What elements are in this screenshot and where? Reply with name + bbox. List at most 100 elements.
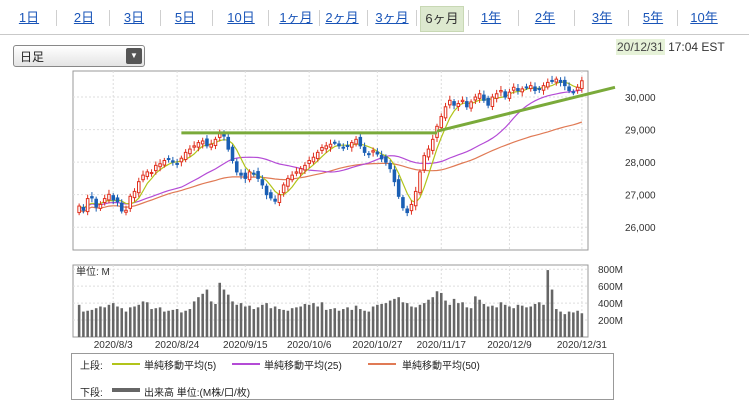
candle-body (465, 101, 469, 108)
candle-body (205, 138, 209, 147)
tab-8[interactable]: 3ヶ月 (375, 10, 409, 25)
tab-4[interactable]: 5日 (174, 10, 196, 25)
volume-bar (239, 303, 243, 337)
tab-5[interactable]: 10日 (227, 10, 255, 25)
volume-bar (452, 298, 456, 337)
legend-label-volume: 出来高 単位:(M株/口/枚) (144, 388, 251, 399)
volume-bar (175, 309, 179, 337)
legend-label-ma25: 単純移動平均(25) (264, 361, 342, 372)
volume-bar (457, 303, 460, 337)
x-tick-label: 2020/12/9 (487, 340, 532, 351)
volume-bar (563, 314, 567, 337)
candle-body (90, 196, 94, 199)
volume-bar (167, 310, 170, 337)
candle-body (303, 164, 307, 171)
tab-3[interactable]: 3日 (123, 10, 145, 25)
volume-bar (124, 311, 128, 337)
chart-legend: 上段: 単純移動平均(5) 単純移動平均(25) 単純移動平均(50) 下段: … (71, 353, 614, 400)
candle-body (396, 179, 401, 197)
volume-bar (380, 303, 383, 337)
volume-bar (320, 302, 324, 337)
candle-body (124, 209, 128, 213)
tab-9[interactable]: 6ヶ月 (420, 6, 464, 32)
volume-bar (516, 304, 520, 337)
candle-body (452, 101, 456, 106)
candle-body (358, 136, 363, 147)
volume-bar (184, 310, 187, 337)
tab-separator (627, 10, 629, 26)
candle-body (384, 156, 388, 163)
tab-10[interactable]: 1年 (480, 10, 502, 25)
legend-upper-label: 上段: (80, 361, 103, 372)
candle-body (367, 153, 371, 156)
volume-bar (90, 309, 94, 337)
tab-separator (212, 10, 213, 26)
candle-body (341, 146, 346, 149)
legend-swatch-ma5 (112, 363, 140, 365)
volume-bar (346, 307, 349, 337)
candle-body (490, 96, 495, 107)
candle-body (473, 96, 478, 101)
volume-bar (128, 307, 132, 337)
tab-separator (159, 10, 161, 26)
volume-bar (555, 309, 558, 337)
tab-6[interactable]: 1ヶ月 (279, 10, 313, 25)
volume-bar (439, 292, 443, 337)
tab-2[interactable]: 2日 (73, 10, 95, 25)
timestamp-date: 20/12/31 (616, 39, 665, 55)
volume-bar (226, 294, 230, 337)
x-tick-label: 2020/12/31 (557, 340, 607, 351)
volume-bar (529, 306, 533, 337)
candle-body (379, 154, 384, 160)
volume-bar (572, 312, 575, 337)
volume-bar (295, 307, 298, 337)
tab-13[interactable]: 5年 (642, 10, 664, 25)
candle-body (222, 133, 226, 137)
volume-bar (512, 308, 515, 337)
tab-7[interactable]: 2ヶ月 (325, 10, 359, 25)
tab-separator (677, 10, 678, 26)
volume-bar (205, 289, 209, 337)
tab-1[interactable]: 1日 (18, 10, 40, 25)
candle-body (426, 148, 431, 158)
volume-bar (542, 304, 545, 337)
candle-period-select[interactable]: 日足 ▼ (13, 45, 145, 67)
legend-swatch-ma50 (368, 363, 396, 365)
volume-bar (414, 307, 417, 337)
candle-body (460, 99, 465, 103)
period-tab-bar: 1日 2日 3日 5日 10日 1ヶ月 2ヶ月 3ヶ月 6ヶ月 1年 2年 3年 5年 10年 (0, 0, 749, 35)
volume-bar (307, 304, 311, 337)
x-tick-label: 2020/10/27 (352, 340, 402, 351)
x-tick-label: 2020/8/24 (155, 340, 200, 351)
volume-bar (448, 304, 452, 337)
candle-body (482, 94, 486, 101)
candle-body (558, 79, 563, 83)
volume-bar (384, 303, 388, 337)
candle-body (260, 179, 265, 186)
candle-body (158, 163, 162, 168)
tab-11[interactable]: 2年 (534, 10, 556, 25)
tab-separator (109, 10, 110, 26)
volume-bar (180, 312, 183, 337)
volume-bar (491, 305, 494, 337)
candle-body (145, 171, 150, 177)
volume-bar (261, 304, 264, 337)
volume-bar (290, 308, 294, 337)
volume-y-tick-label: 600M (598, 282, 623, 293)
volume-bar (120, 308, 124, 337)
volume-bar (312, 303, 315, 337)
tab-separator (416, 10, 417, 26)
candle-body (209, 143, 213, 148)
volume-bar (324, 309, 328, 337)
tab-14[interactable]: 10年 (690, 10, 718, 25)
volume-bar (461, 302, 464, 337)
tab-12[interactable]: 3年 (591, 10, 613, 25)
volume-y-tick-label: 800M (598, 265, 623, 276)
candle-body (162, 160, 167, 166)
candle-body (243, 172, 248, 179)
candle-body (575, 86, 580, 91)
candle-body (388, 162, 392, 170)
x-tick-label: 2020/11/17 (417, 340, 467, 351)
candle-body (371, 150, 375, 153)
